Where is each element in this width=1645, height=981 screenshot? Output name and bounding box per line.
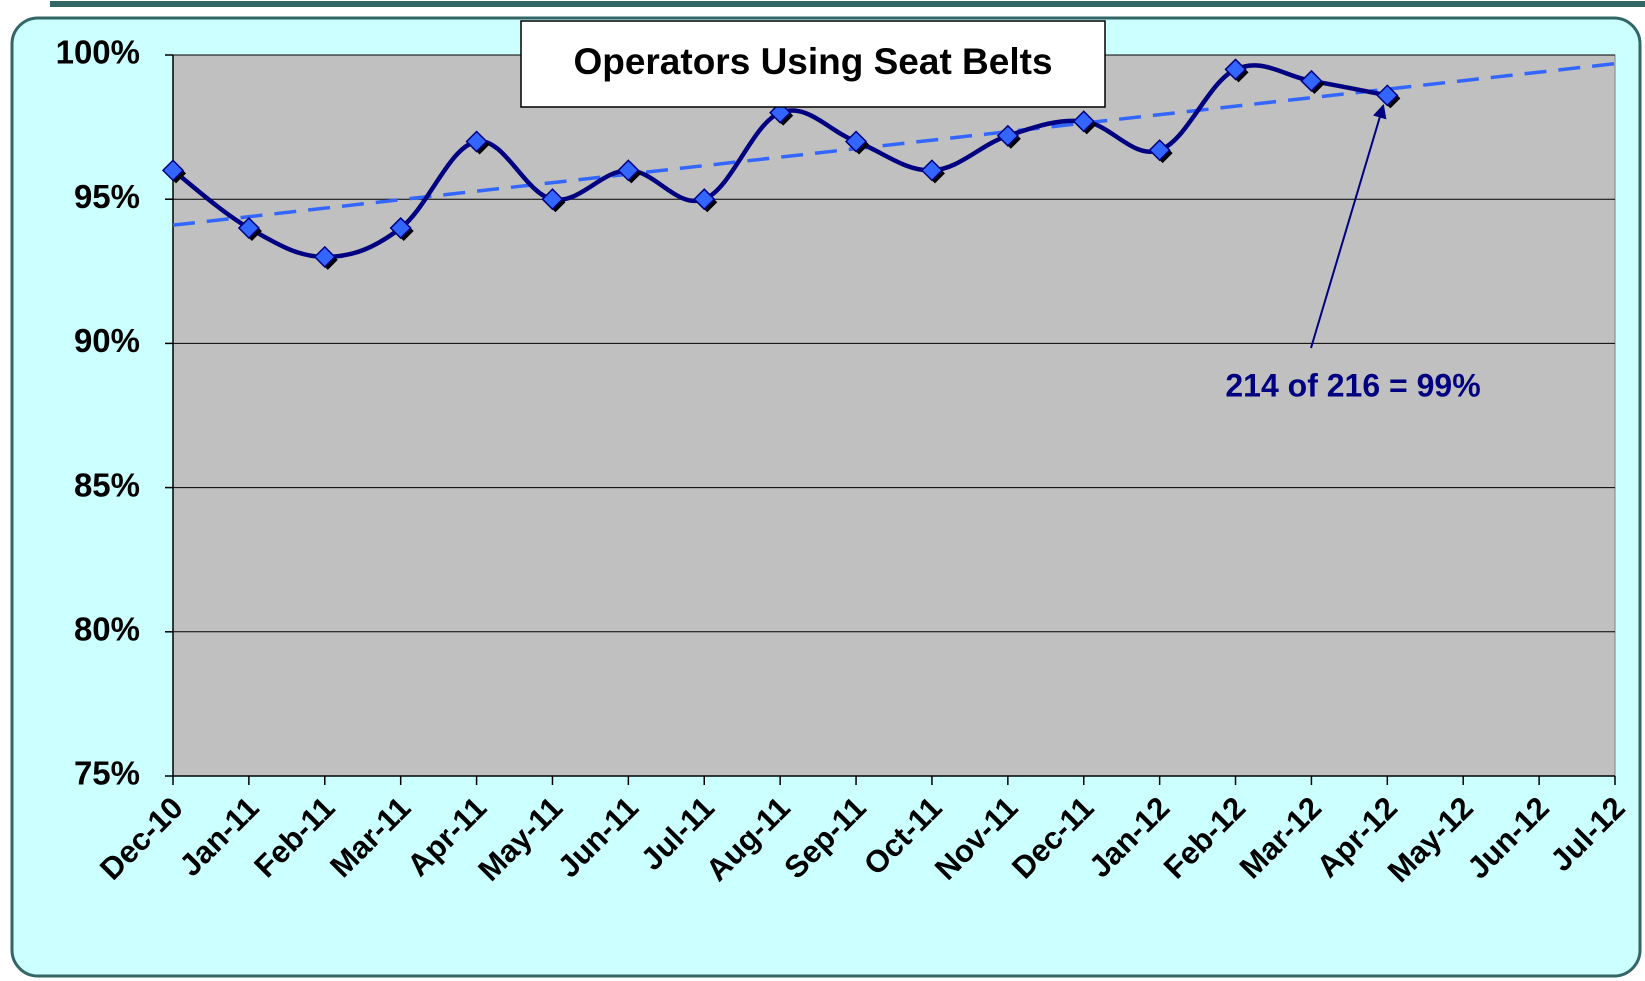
annotation-arrow — [1310, 104, 1387, 349]
annotation-text: 214 of 216 = 99% — [1225, 367, 1480, 403]
y-tick-label: 75% — [74, 755, 140, 792]
marker — [920, 159, 944, 182]
grid — [165, 54, 1616, 785]
marker — [389, 216, 412, 240]
y-tick-label: 90% — [74, 322, 140, 359]
marker — [844, 130, 868, 153]
marker — [313, 245, 336, 268]
y-tick-label: 100% — [56, 34, 140, 71]
title-box — [520, 20, 1106, 108]
marker — [465, 130, 488, 153]
chart-title: Operators Using Seat Belts — [573, 41, 1052, 82]
y-tick-label: 80% — [74, 611, 140, 648]
y-tick-label: 85% — [74, 466, 140, 503]
marker — [237, 216, 260, 240]
marker — [1224, 58, 1247, 81]
marker — [996, 124, 1019, 147]
marker — [1148, 139, 1171, 162]
plot-area — [172, 54, 1616, 777]
marker — [617, 159, 640, 182]
series-line — [171, 63, 1388, 260]
marker — [693, 188, 716, 211]
trendline — [172, 61, 1616, 227]
marker — [1072, 110, 1095, 133]
marker — [161, 159, 185, 182]
marker — [1376, 84, 1399, 107]
marks — [161, 58, 1616, 270]
marker — [541, 188, 564, 211]
marker — [1300, 69, 1323, 93]
y-tick-label: 95% — [74, 178, 140, 215]
